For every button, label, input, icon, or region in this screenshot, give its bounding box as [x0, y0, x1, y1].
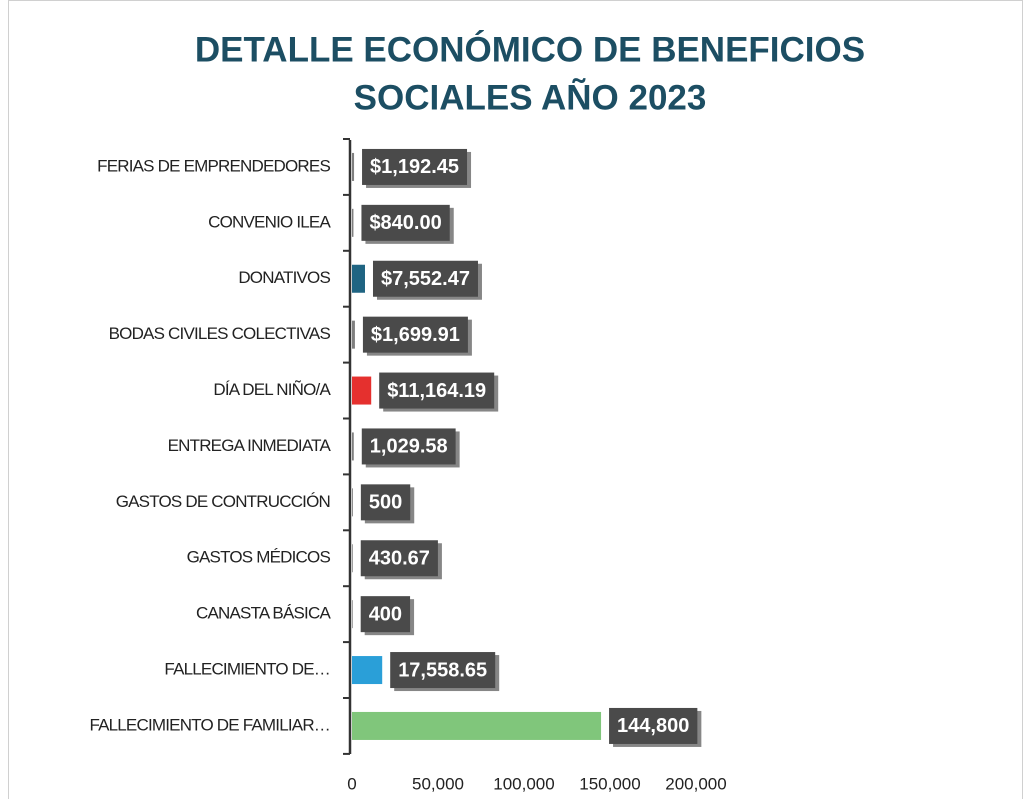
bar	[352, 152, 355, 181]
label-box	[372, 260, 478, 297]
x-tick-label: 0	[347, 774, 356, 793]
x-tick-label: 100,000	[493, 774, 554, 793]
label-box	[361, 428, 456, 465]
value-label: 400	[369, 603, 402, 625]
chart-title: DETALLE ECONÓMICO DE BENEFICIOS	[195, 29, 865, 69]
value-label: $1,192.45	[370, 156, 459, 178]
y-tick-label: DÍA DEL NIÑO/A	[213, 380, 331, 399]
value-label: 1,029.58	[370, 436, 448, 458]
bar	[352, 600, 353, 629]
bar	[352, 544, 353, 573]
y-tick-label: FERIAS DE EMPRENDEDORES	[97, 156, 330, 175]
x-tick-label: 150,000	[579, 774, 640, 793]
label-box	[390, 652, 496, 689]
label-box	[362, 148, 468, 185]
bar	[352, 208, 354, 237]
bar	[352, 264, 365, 293]
bar	[352, 432, 354, 461]
value-label: $7,552.47	[381, 268, 470, 290]
x-tick-label: 50,000	[412, 774, 464, 793]
bar	[352, 320, 355, 349]
bar	[352, 656, 383, 685]
value-label: 500	[369, 492, 402, 514]
value-label: 430.67	[369, 548, 430, 570]
label-box	[379, 372, 495, 409]
y-tick-label: GASTOS DE CONTRUCCIÓN	[116, 492, 330, 511]
y-tick-label: DONATIVOS	[238, 268, 330, 287]
value-label: 17,558.65	[398, 659, 487, 681]
x-tick-label: 200,000	[665, 774, 726, 793]
label-box	[360, 484, 411, 521]
bar	[352, 711, 602, 740]
y-tick-label: ENTREGA INMEDIATA	[168, 436, 332, 455]
y-tick-label: BODAS CIVILES COLECTIVAS	[109, 324, 331, 343]
bar	[352, 488, 353, 517]
value-label: $11,164.19	[387, 380, 486, 402]
label-box	[362, 316, 468, 353]
bar	[352, 376, 372, 405]
value-label: $840.00	[369, 212, 441, 234]
value-label: $1,699.91	[371, 324, 460, 346]
label-box	[361, 204, 450, 241]
label-box	[360, 540, 438, 577]
label-box	[609, 707, 698, 744]
y-tick-label: CONVENIO ILEA	[208, 212, 331, 231]
y-tick-label: FALLECIMIENTO DE…	[164, 660, 330, 679]
value-label: 144,800	[617, 715, 689, 737]
y-tick-label: FALLECIMIENTO DE FAMILIAR…	[89, 715, 330, 734]
y-tick-label: GASTOS MÉDICOS	[187, 548, 331, 567]
chart-title: SOCIALES AÑO 2023	[354, 78, 707, 117]
chart-border	[8, 0, 1023, 799]
y-tick-label: CANASTA BÁSICA	[196, 604, 331, 623]
label-box	[360, 596, 411, 633]
